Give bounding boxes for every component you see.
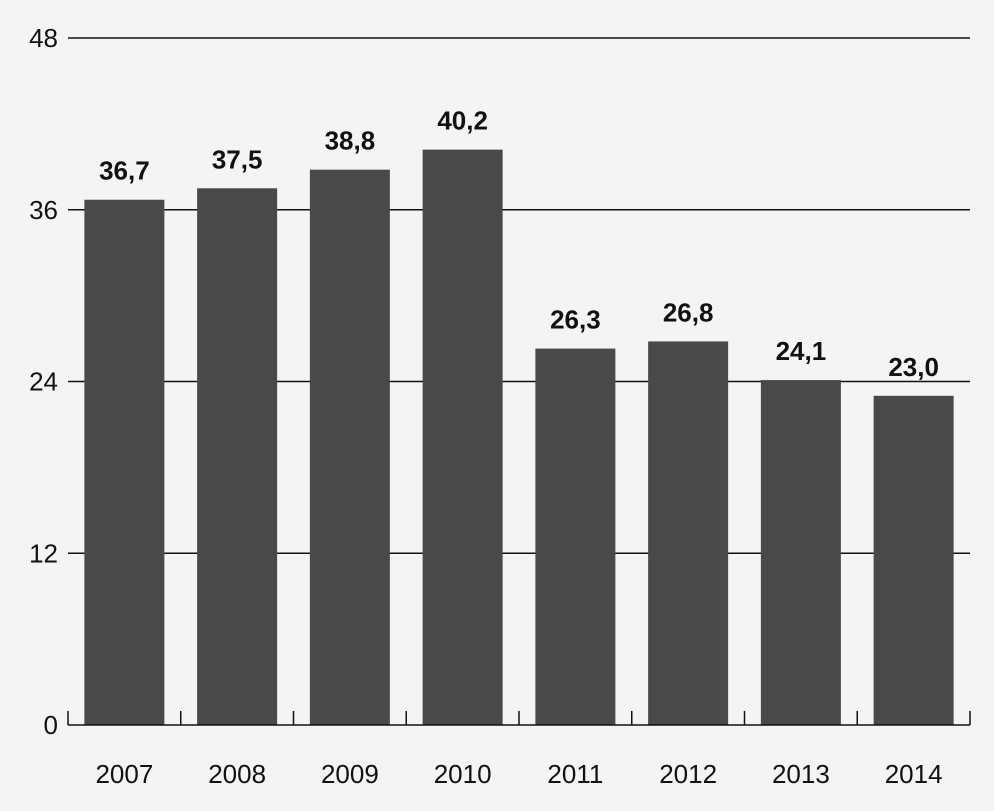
y-tick-label: 48 (29, 23, 58, 53)
y-tick-label: 24 (29, 367, 58, 397)
data-label: 37,5 (212, 144, 263, 174)
data-label: 38,8 (325, 126, 376, 156)
data-label: 26,8 (663, 297, 714, 327)
bar (648, 341, 729, 725)
bars (84, 149, 954, 726)
y-tick-label: 12 (29, 538, 58, 568)
bar (197, 188, 278, 725)
bar (760, 380, 841, 725)
bar (84, 199, 165, 725)
y-tick-label: 36 (29, 195, 58, 225)
data-label: 23,0 (888, 352, 939, 382)
y-tick-label: 0 (44, 710, 58, 740)
x-tick-label: 2007 (95, 759, 153, 789)
bar (309, 169, 390, 726)
bar (873, 395, 954, 725)
bar (535, 348, 616, 725)
bar (422, 149, 503, 725)
x-tick-label: 2013 (772, 759, 830, 789)
data-label: 24,1 (776, 336, 827, 366)
data-label: 26,3 (550, 305, 601, 335)
data-label: 40,2 (437, 106, 488, 136)
x-tick-label: 2009 (321, 759, 379, 789)
category-labels: 2007 2008 2009 2010 2011 2012 2013 2014 (95, 759, 942, 789)
value-labels: 36,7 37,5 38,8 40,2 26,3 26,8 24,1 23,0 (99, 106, 939, 382)
x-tick-label: 2014 (885, 759, 943, 789)
x-tick-label: 2008 (208, 759, 266, 789)
y-axis-ticks: 0 12 24 36 48 (29, 23, 58, 740)
data-label: 36,7 (99, 156, 150, 186)
x-tick-label: 2012 (659, 759, 717, 789)
x-tick-label: 2011 (547, 759, 603, 789)
x-axis (67, 711, 971, 726)
x-tick-label: 2010 (434, 759, 492, 789)
